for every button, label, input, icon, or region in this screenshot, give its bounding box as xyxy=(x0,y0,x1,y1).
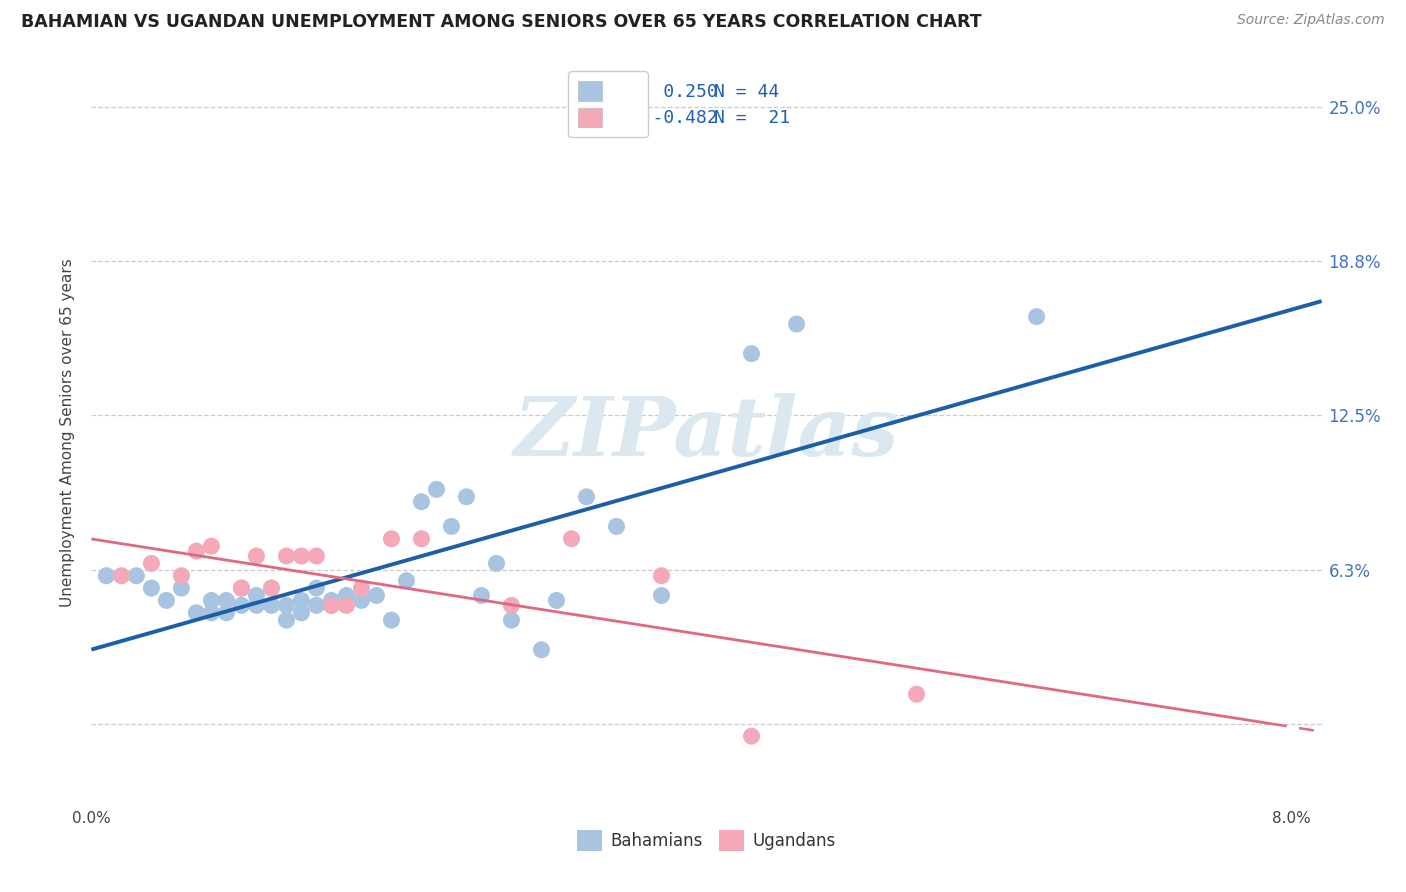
Point xyxy=(276,599,298,613)
Point xyxy=(485,557,508,571)
Point xyxy=(141,581,163,595)
Point xyxy=(245,589,267,603)
Point xyxy=(155,593,177,607)
Point xyxy=(741,729,763,743)
Point xyxy=(411,494,433,508)
Point xyxy=(470,589,492,603)
Text: R = -0.482: R = -0.482 xyxy=(609,110,718,128)
Point xyxy=(200,593,222,607)
Point xyxy=(276,549,298,563)
Point xyxy=(321,599,343,613)
Point xyxy=(786,317,808,331)
Point xyxy=(305,549,328,563)
Point xyxy=(290,549,312,563)
Point xyxy=(1025,310,1047,324)
Point xyxy=(380,532,402,546)
Point xyxy=(605,519,627,533)
Text: ZIPatlas: ZIPatlas xyxy=(513,392,900,473)
Point xyxy=(215,606,238,620)
Point xyxy=(380,613,402,627)
Point xyxy=(200,539,222,553)
Point xyxy=(395,574,418,588)
Point xyxy=(501,613,523,627)
Point xyxy=(425,483,447,497)
Point xyxy=(411,532,433,546)
Point xyxy=(170,568,193,582)
Point xyxy=(170,581,193,595)
Point xyxy=(440,519,463,533)
Point xyxy=(186,544,208,558)
Point xyxy=(575,490,598,504)
Point xyxy=(335,589,357,603)
Point xyxy=(276,613,298,627)
Point xyxy=(530,642,553,657)
Point xyxy=(335,599,357,613)
Point xyxy=(741,346,763,360)
Point xyxy=(321,593,343,607)
Point xyxy=(305,581,328,595)
Text: N =  21: N = 21 xyxy=(714,110,790,128)
Point xyxy=(141,557,163,571)
Point xyxy=(215,593,238,607)
Point xyxy=(650,589,672,603)
Point xyxy=(260,581,283,595)
Point xyxy=(905,687,928,701)
Point xyxy=(290,606,312,620)
Point xyxy=(560,532,582,546)
Point xyxy=(305,599,328,613)
Point xyxy=(96,568,118,582)
Text: N = 44: N = 44 xyxy=(714,83,779,102)
Point xyxy=(200,606,222,620)
Point xyxy=(350,581,373,595)
Y-axis label: Unemployment Among Seniors over 65 years: Unemployment Among Seniors over 65 years xyxy=(60,259,76,607)
Point xyxy=(245,599,267,613)
Point xyxy=(321,599,343,613)
Point xyxy=(231,581,253,595)
Text: BAHAMIAN VS UGANDAN UNEMPLOYMENT AMONG SENIORS OVER 65 YEARS CORRELATION CHART: BAHAMIAN VS UGANDAN UNEMPLOYMENT AMONG S… xyxy=(21,13,981,31)
Point xyxy=(186,606,208,620)
Point xyxy=(456,490,478,504)
Point xyxy=(501,599,523,613)
Point xyxy=(260,599,283,613)
Point xyxy=(650,568,672,582)
Point xyxy=(290,593,312,607)
Point xyxy=(260,581,283,595)
Point xyxy=(125,568,148,582)
Point xyxy=(366,589,388,603)
Point xyxy=(231,599,253,613)
Text: R =  0.250: R = 0.250 xyxy=(609,83,718,102)
Legend: Bahamians, Ugandans: Bahamians, Ugandans xyxy=(571,823,842,857)
Point xyxy=(350,593,373,607)
Point xyxy=(110,568,132,582)
Point xyxy=(231,581,253,595)
Point xyxy=(546,593,568,607)
Point xyxy=(245,549,267,563)
Text: Source: ZipAtlas.com: Source: ZipAtlas.com xyxy=(1237,13,1385,28)
